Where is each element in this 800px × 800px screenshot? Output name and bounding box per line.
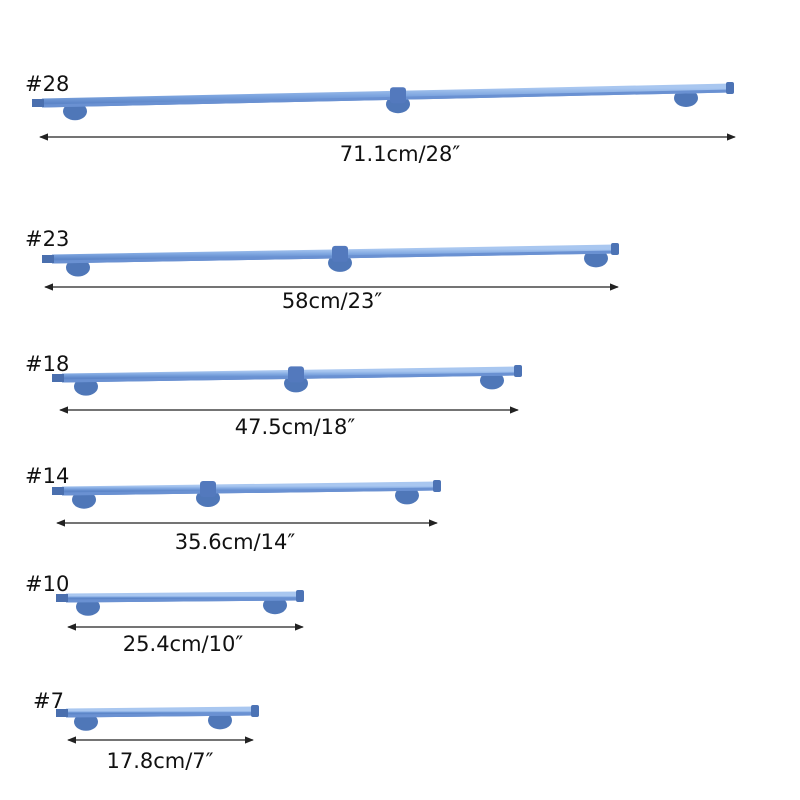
air-stone-bar [56, 705, 259, 731]
inlet [52, 487, 64, 495]
tube-shade [61, 487, 438, 496]
connector [332, 245, 348, 262]
air-stone-bar [52, 365, 522, 396]
air-stone-bar [52, 480, 441, 509]
tube-shade [41, 89, 731, 108]
model-label: #7 [33, 689, 64, 713]
dimension-label: 35.6cm/14″ [175, 530, 296, 554]
connector [200, 481, 216, 498]
model-label: #28 [25, 72, 69, 96]
dimension-label: 71.1cm/28″ [340, 142, 461, 166]
end-cap [251, 705, 259, 717]
dimension-label: 17.8cm/7″ [106, 749, 213, 773]
tube-shade [65, 597, 301, 603]
connector [390, 87, 406, 104]
inlet [32, 99, 44, 107]
model-label: #10 [25, 572, 69, 596]
air-stone-bar [32, 82, 734, 121]
tube [41, 83, 731, 108]
model-label: #18 [25, 352, 69, 376]
end-cap [433, 480, 441, 492]
model-label: #23 [25, 227, 69, 251]
tube [65, 591, 301, 603]
air-stone-bar [42, 243, 619, 277]
inlet [56, 709, 68, 717]
air-stone-bar [56, 590, 304, 616]
tube [61, 481, 438, 496]
inlet [56, 594, 68, 602]
end-cap [726, 82, 734, 94]
tube-shade [65, 712, 256, 718]
model-label: #14 [25, 464, 69, 488]
end-cap [296, 590, 304, 602]
inlet [52, 374, 64, 382]
dimension-label: 47.5cm/18″ [235, 415, 356, 439]
tube [65, 706, 256, 718]
inlet [42, 255, 54, 263]
end-cap [514, 365, 522, 377]
end-cap [611, 243, 619, 255]
dimension-label: 25.4cm/10″ [123, 632, 244, 656]
dimension-label: 58cm/23″ [282, 289, 383, 313]
connector [288, 366, 304, 383]
